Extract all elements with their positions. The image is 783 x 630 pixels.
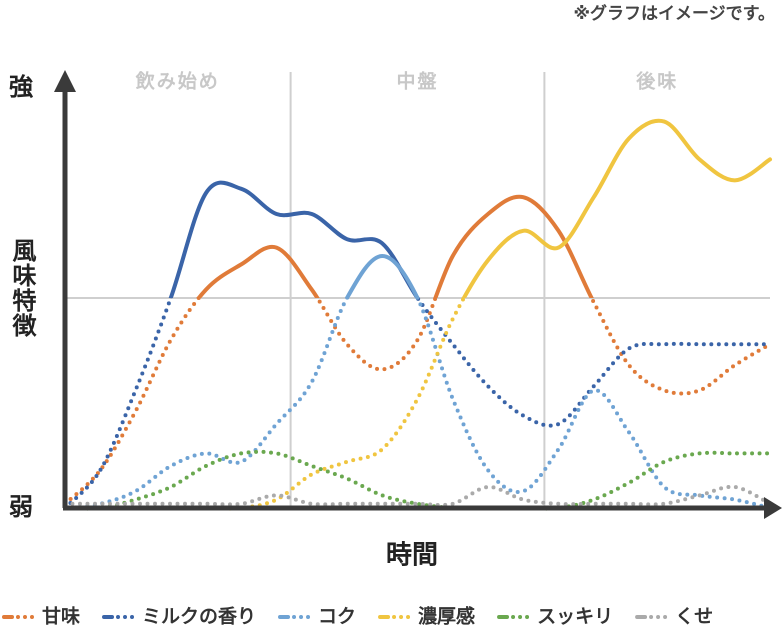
section-label: 飲み始め — [135, 70, 220, 93]
y-tick-label: 弱 — [9, 493, 33, 521]
section-label: 後味 — [635, 70, 678, 93]
section-label: 中盤 — [396, 70, 438, 93]
series-line-dotted — [63, 484, 772, 508]
y-axis-arrow — [54, 70, 76, 92]
series-line — [461, 118, 772, 298]
series-line-dotted — [63, 298, 772, 510]
legend-label: 甘味 — [42, 606, 80, 628]
series-line-dotted — [63, 298, 772, 506]
series-line — [168, 180, 420, 298]
legend-label: くせ — [675, 606, 713, 628]
y-tick-label: 強 — [9, 73, 34, 101]
legend-label: コク — [318, 606, 356, 628]
series-line-dotted — [63, 449, 772, 511]
legend-label: ミルクの香り — [142, 606, 256, 628]
legend-label: スッキリ — [537, 606, 613, 628]
x-axis-title: 時間 — [386, 541, 438, 571]
series-line-dotted — [63, 298, 772, 510]
legend-label: 濃厚感 — [418, 605, 475, 628]
y-tick-label: 風味特徴 — [8, 238, 37, 338]
series-line — [196, 194, 594, 298]
note: ※グラフはイメージです。 — [574, 3, 776, 24]
x-axis-arrow — [764, 497, 782, 519]
series-line — [65, 452, 770, 509]
series-line-dotted — [63, 298, 467, 511]
